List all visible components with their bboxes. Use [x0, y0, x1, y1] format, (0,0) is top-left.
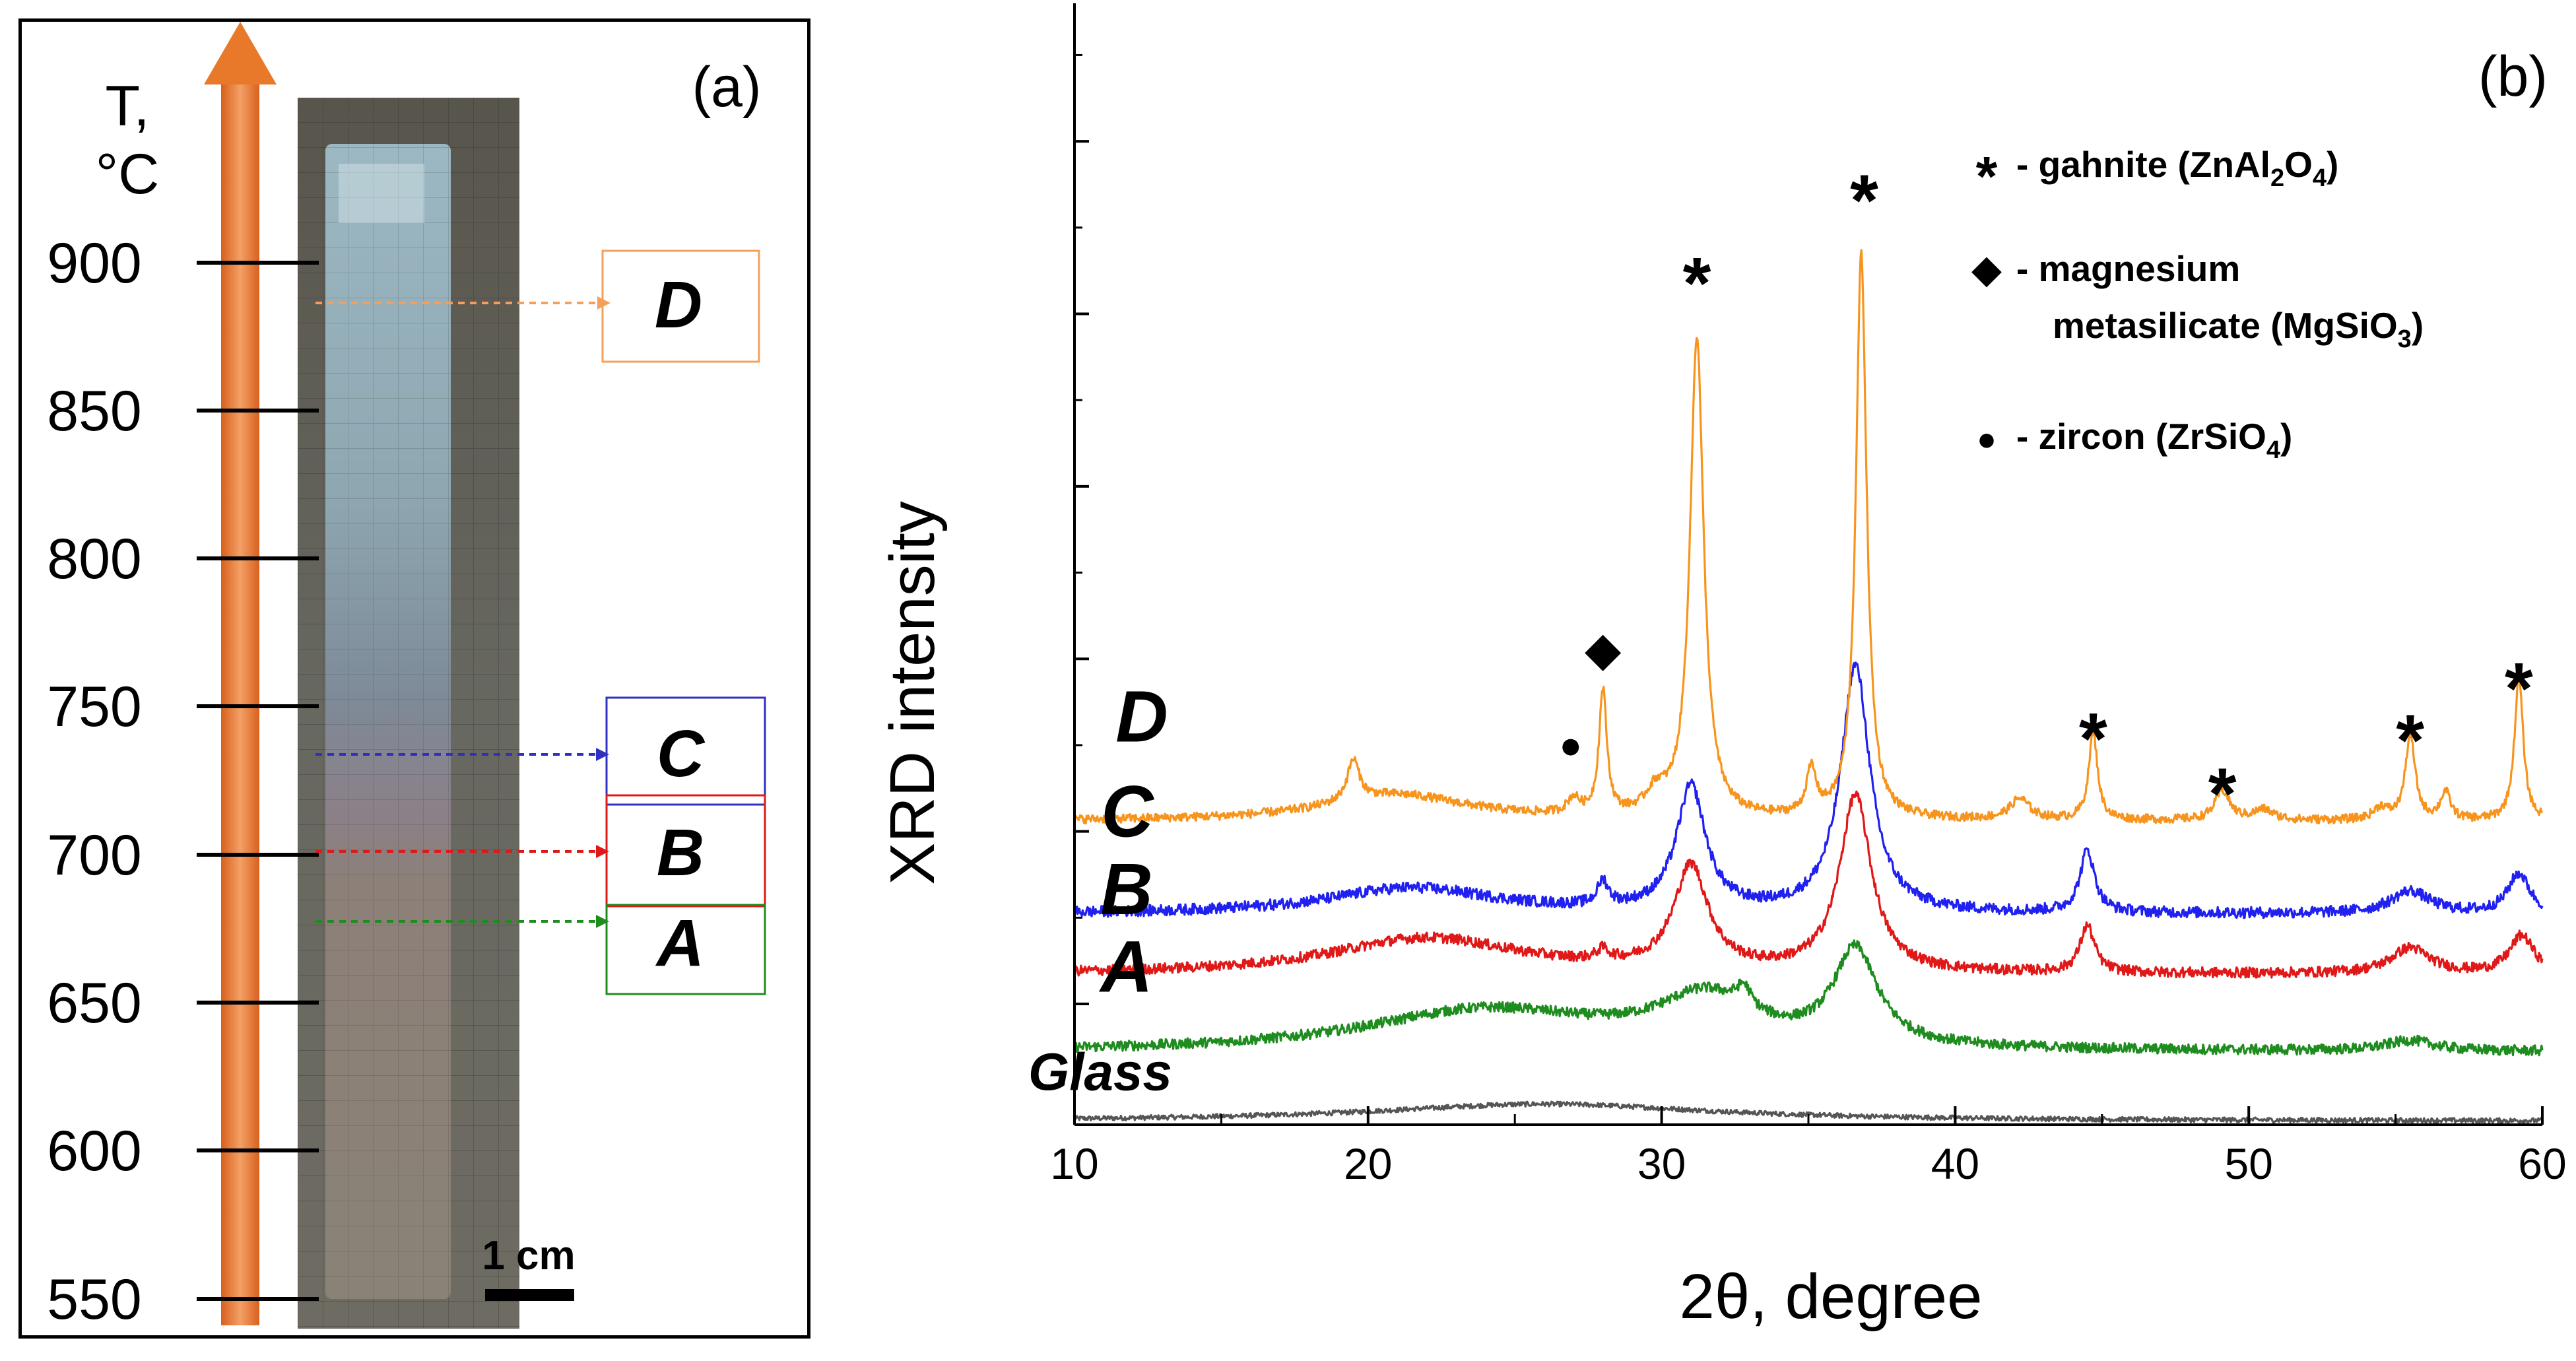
panel-a-label: (a) [692, 55, 761, 119]
peak-marker-0: * [1683, 243, 1711, 324]
legend-zircon-text: - zircon (ZrSiO4) [2016, 416, 2292, 464]
legend-zircon-text-a: - zircon (ZrSiO [2016, 416, 2266, 457]
legend-metasilicate-line2: metasilicate (MgSiO3) [2053, 305, 2424, 353]
series-glass [1073, 1100, 2544, 1124]
curve-label-a: A [1098, 927, 1152, 1008]
temperature-arrow-head [204, 22, 277, 84]
peak-marker-4: * [2079, 698, 2107, 780]
x-tick-label-20: 20 [1344, 1139, 1392, 1188]
temp-tick-550: 550 [47, 1268, 319, 1331]
temp-label-850: 850 [47, 380, 142, 443]
legend: * - gahnite (ZnAl2O4) ◆ - magnesium meta… [1971, 144, 2424, 464]
legend-gahnite-symbol: * [1976, 145, 1998, 207]
peak-marker-3: ● [1559, 723, 1582, 766]
temp-label-700: 700 [47, 824, 142, 887]
peak-marker-6: * [2396, 700, 2424, 781]
scale-bar-label: 1 cm [482, 1233, 575, 1278]
zone-label-c: C [657, 717, 706, 791]
panel-b-label: (b) [2478, 45, 2548, 108]
legend-zircon-symbol: ● [1977, 420, 1997, 457]
curve-label-c: C [1101, 771, 1154, 852]
temp-tick-750: 750 [47, 675, 319, 739]
sample-bar-texture [325, 144, 451, 1299]
temp-label-750: 750 [47, 675, 142, 739]
legend-gahnite-sub-a: 2 [2270, 164, 2284, 192]
temp-label-650: 650 [47, 972, 142, 1035]
sample-bar-highlight [339, 164, 424, 223]
temp-tick-850: 850 [47, 380, 319, 443]
zone-b: B [315, 794, 766, 908]
temp-label-800: 800 [47, 527, 142, 591]
temp-label-t: T, [106, 75, 150, 138]
panel-a-figure: T, °C (a) 900 850 800 750 700 650 [47, 22, 766, 1331]
legend-gahnite-sub-b: 4 [2313, 164, 2327, 192]
series-c [1073, 661, 2544, 919]
x-tick-label-30: 30 [1637, 1139, 1686, 1188]
x-tick-label-60: 60 [2518, 1139, 2566, 1188]
temp-label-600: 600 [47, 1119, 142, 1183]
x-tick-label-10: 10 [1050, 1139, 1098, 1188]
temp-tick-700: 700 [47, 824, 319, 887]
x-axis-label: 2θ, degree [1679, 1261, 1982, 1332]
legend-metasilicate-sub: 3 [2398, 325, 2412, 353]
legend-gahnite-text-c: ) [2327, 144, 2338, 185]
legend-zircon-sub: 4 [2266, 436, 2280, 464]
series-layer [1073, 249, 2544, 1124]
x-tick-label-50: 50 [2224, 1139, 2272, 1188]
zone-label-a: A [655, 906, 704, 980]
scale-bar: 1 cm [482, 1233, 576, 1301]
peak-marker-1: * [1850, 160, 1878, 241]
zone-label-d: D [655, 268, 702, 342]
zone-c: C [315, 696, 766, 806]
x-tick-label-40: 40 [1931, 1139, 1979, 1188]
legend-item-gahnite: * - gahnite (ZnAl2O4) [1976, 144, 2339, 207]
legend-gahnite-text-a: - gahnite (ZnAl [2016, 144, 2270, 185]
curve-label-d: D [1115, 677, 1168, 758]
temp-label-unit: °C [96, 143, 160, 206]
series-a [1073, 939, 2544, 1057]
marker-layer: * * ◆ ● * * * * [1559, 160, 2533, 834]
y-axis-label: XRD intensity [877, 501, 948, 885]
panel-a: T, °C (a) 900 850 800 750 700 650 [18, 18, 810, 1339]
legend-gahnite-text-b: O [2284, 144, 2313, 185]
peak-marker-2: ◆ [1584, 624, 1621, 675]
zone-a: A [315, 904, 766, 995]
axes-layer: 10 20 30 40 50 60 [1050, 3, 2567, 1188]
temp-label-550: 550 [47, 1268, 142, 1331]
temperature-arrow-shaft [221, 81, 259, 1325]
legend-metasilicate-text-b: ) [2412, 305, 2424, 346]
temp-tick-900: 900 [47, 232, 319, 295]
peak-marker-7: * [2505, 648, 2533, 729]
temp-tick-600: 600 [47, 1119, 319, 1183]
legend-item-metasilicate: ◆ - magnesium metasilicate (MgSiO3) [1971, 247, 2424, 353]
legend-metasilicate-text-a: metasilicate (MgSiO [2053, 305, 2398, 346]
curve-label-b: B [1100, 849, 1152, 930]
legend-gahnite-text: - gahnite (ZnAl2O4) [2016, 144, 2338, 192]
peak-marker-5: * [2208, 754, 2237, 835]
series-b [1073, 790, 2544, 979]
legend-item-zircon: ● - zircon (ZrSiO4) [1977, 416, 2292, 464]
series-d [1073, 249, 2544, 824]
legend-metasilicate-line1: - magnesium [2016, 248, 2240, 289]
panel-b: * * ◆ ● * * * * D C B A Glass 10 20 30 40 50 60 (b) XRD … [851, 0, 2576, 1358]
zone-d: D [315, 249, 760, 363]
temp-tick-800: 800 [47, 527, 319, 591]
temp-label-900: 900 [47, 232, 142, 295]
curve-label-glass: Glass [1028, 1043, 1172, 1102]
zone-label-b: B [657, 816, 704, 890]
legend-metasilicate-symbol: ◆ [1971, 247, 2002, 291]
legend-zircon-text-b: ) [2280, 416, 2292, 457]
temp-tick-650: 650 [47, 972, 319, 1035]
